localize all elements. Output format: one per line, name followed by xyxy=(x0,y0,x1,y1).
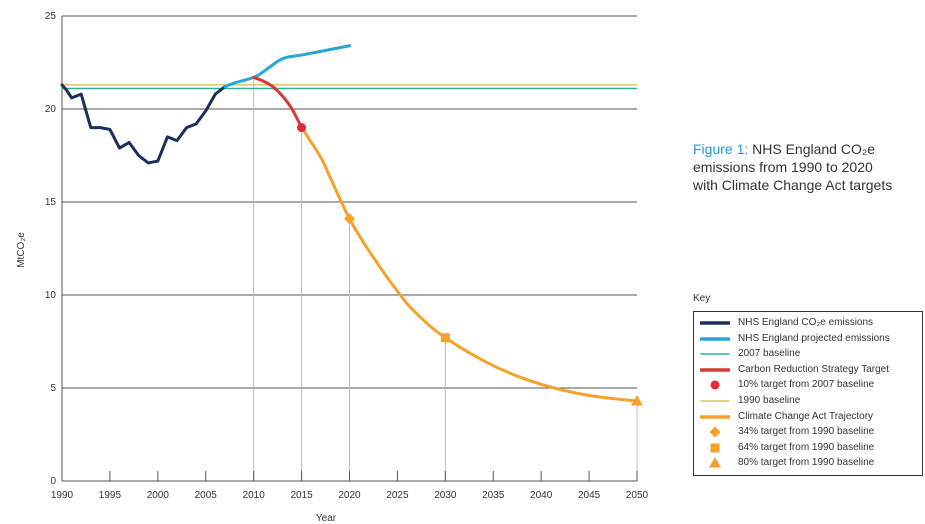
legend-item: Carbon Reduction Strategy Target xyxy=(694,363,923,377)
legend-swatch xyxy=(709,426,721,438)
caption-line-1: Figure 1: NHS England CO₂e xyxy=(693,140,925,158)
legend-marker xyxy=(710,443,720,453)
y-tick-label-25: 25 xyxy=(45,11,57,22)
caption-line-2: emissions from 1990 to 2020 xyxy=(693,159,873,175)
y-tick-label-0: 0 xyxy=(50,476,56,487)
legend-swatch xyxy=(700,400,730,402)
legend-label: Climate Change Act Trajectory xyxy=(738,410,874,422)
markers xyxy=(297,123,643,406)
diamond-marker-2020 xyxy=(344,213,355,225)
legend-label: 2007 baseline xyxy=(738,348,801,360)
drop-lines xyxy=(253,77,638,481)
legend-item: 80% target from 1990 baseline xyxy=(694,456,923,470)
cca-trajectory-line xyxy=(300,126,639,403)
legend-swatch xyxy=(710,443,720,453)
square-marker-2030 xyxy=(440,333,450,343)
legend-swatch xyxy=(700,336,730,341)
legend-item: Climate Change Act Trajectory xyxy=(694,410,923,424)
x-tick-label-2040: 2040 xyxy=(530,490,553,501)
figure-caption: Figure 1: NHS England CO₂e emissions fro… xyxy=(693,140,925,194)
triangle-marker-2050 xyxy=(631,395,643,406)
legend-label: 10% target from 2007 baseline xyxy=(738,379,875,391)
series xyxy=(60,44,639,403)
legend-label: 34% target from 1990 baseline xyxy=(738,426,875,438)
legend-swatch xyxy=(700,414,730,419)
circle-marker-2015 xyxy=(297,123,307,133)
legend-label: 80% target from 1990 baseline xyxy=(738,457,875,469)
legend-item: 10% target from 2007 baseline xyxy=(694,378,923,392)
legend-label: 1990 baseline xyxy=(738,395,801,406)
legend-item: 34% target from 1990 baseline xyxy=(694,425,923,439)
grid-lines xyxy=(62,15,637,389)
legend-swatch xyxy=(700,368,730,372)
legend-label: 64% target from 1990 baseline xyxy=(738,441,875,453)
legend-item: NHS England CO₂e emissions xyxy=(694,316,923,330)
legend-item: 2007 baseline xyxy=(694,347,923,361)
projected-emissions-line xyxy=(223,44,351,89)
x-tick-label-2050: 2050 xyxy=(626,490,649,501)
legend-swatch xyxy=(700,353,730,355)
legend-marker xyxy=(709,457,721,468)
x-tick-label-2025: 2025 xyxy=(386,490,409,501)
x-tick-label-2035: 2035 xyxy=(482,490,505,501)
legend-marker xyxy=(709,426,721,438)
caption-text-1: NHS England CO₂e xyxy=(752,141,876,157)
y-tick-label-10: 10 xyxy=(45,290,57,301)
x-tick-label-2020: 2020 xyxy=(338,490,361,501)
x-tick-label-2010: 2010 xyxy=(243,490,266,501)
actual-emissions-line xyxy=(60,83,227,165)
y-tick-label-15: 15 xyxy=(45,197,57,208)
y-tick-label-20: 20 xyxy=(45,104,57,115)
legend-swatch xyxy=(710,380,720,390)
x-tick-label-1995: 1995 xyxy=(99,490,122,501)
x-tick-label-2005: 2005 xyxy=(195,490,218,501)
legend: NHS England CO₂e emissions NHS England pr… xyxy=(693,311,923,476)
legend-swatch xyxy=(709,457,721,468)
y-tick-label-5: 5 xyxy=(50,383,56,394)
legend-item: 1990 baseline xyxy=(694,394,923,408)
x-tick-label-2030: 2030 xyxy=(434,490,457,501)
x-tick-label-1990: 1990 xyxy=(51,490,74,501)
caption-line-3: with Climate Change Act targets xyxy=(693,177,893,193)
caption-prefix: Figure 1: xyxy=(693,141,749,157)
legend-swatch xyxy=(700,321,730,325)
y-axis-title: MtCO₂e xyxy=(16,232,27,268)
legend-item: 64% target from 1990 baseline xyxy=(694,441,923,455)
legend-marker xyxy=(710,380,720,390)
x-tick-label-2000: 2000 xyxy=(147,490,170,501)
legend-label: NHS England CO₂e emissions xyxy=(738,317,874,328)
legend-item: NHS England projected emissions xyxy=(694,332,923,346)
axes xyxy=(61,16,638,482)
legend-label: Carbon Reduction Strategy Target xyxy=(738,363,890,375)
x-tick-label-2045: 2045 xyxy=(578,490,601,501)
x-axis-title: Year xyxy=(316,513,337,524)
x-tick-label-2015: 2015 xyxy=(290,490,313,501)
legend-title: Key xyxy=(693,293,711,304)
legend-label: NHS England projected emissions xyxy=(738,332,890,344)
crs-target-line xyxy=(252,75,304,130)
